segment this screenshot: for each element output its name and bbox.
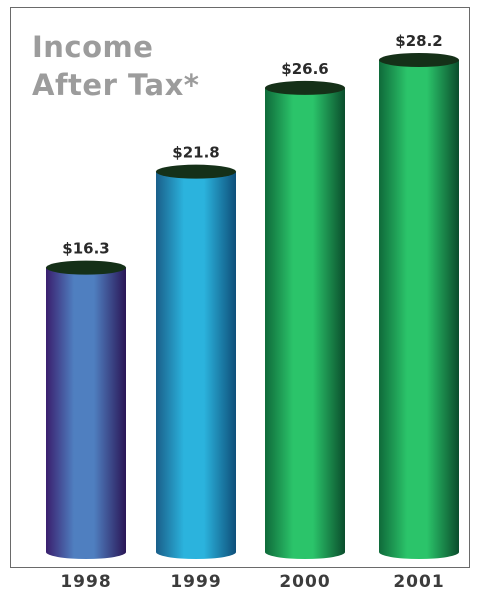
- x-tick-label-2001: 2001: [393, 572, 444, 592]
- bar-2000: [265, 87, 345, 560]
- bar-cap-2001: [379, 53, 459, 67]
- value-label-1998: $16.3: [62, 240, 109, 258]
- value-label-1999: $21.8: [172, 144, 219, 162]
- bars-group: $16.3 1998 $21.8 1999 $26.6 2000 $28.2 2001: [46, 32, 459, 592]
- x-tick-label-2000: 2000: [279, 572, 330, 592]
- x-tick-label-1998: 1998: [60, 572, 111, 592]
- chart-title-line-1: Income: [32, 30, 154, 64]
- bar-1998: [46, 267, 126, 559]
- value-label-2001: $28.2: [395, 32, 442, 50]
- x-tick-label-1999: 1999: [170, 572, 221, 592]
- value-label-2000: $26.6: [281, 60, 328, 78]
- chart-title: Income After Tax*: [32, 28, 199, 104]
- bar-cap-1999: [156, 164, 236, 179]
- bar-1999: [156, 171, 236, 559]
- chart-title-line-2: After Tax*: [32, 68, 200, 102]
- bar-cap-1998: [46, 260, 126, 275]
- bar-2001: [379, 60, 459, 559]
- bar-cap-2000: [265, 80, 345, 95]
